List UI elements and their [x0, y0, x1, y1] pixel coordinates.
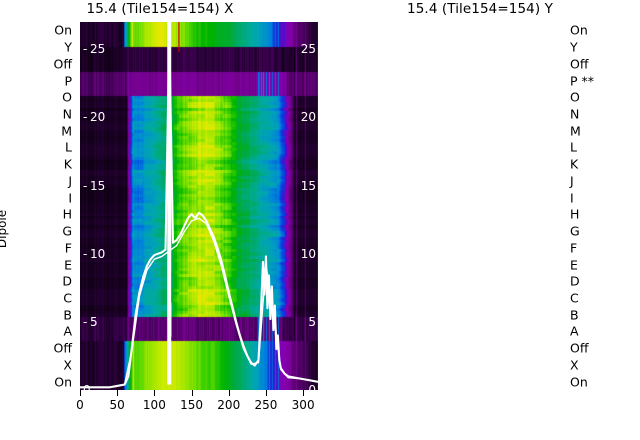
category-label-right-16[interactable]: C — [570, 290, 579, 306]
panel-y-title: 15.4 (Tile154=154) Y — [407, 1, 553, 17]
category-label-left-17[interactable]: B — [63, 307, 72, 323]
heatmap-image — [80, 22, 318, 390]
category-label-right-15[interactable]: D — [570, 273, 580, 289]
category-label-right-14[interactable]: E — [570, 257, 578, 273]
panel-y: 15.4 (Tile154=154) Y 00-55-1010-1515-202… — [320, 0, 640, 440]
amplitude-trace-secondary — [123, 217, 318, 385]
category-label-right-3[interactable]: P ** — [570, 73, 595, 89]
xtick-label-100: 100 — [142, 398, 166, 412]
category-label-right-13[interactable]: F — [570, 240, 578, 256]
category-label-left-18[interactable]: A — [63, 323, 72, 339]
category-label-left-20[interactable]: X — [63, 357, 72, 373]
category-label-right-0[interactable]: On — [570, 22, 588, 38]
inner-ytick-left-15: -15 — [83, 178, 106, 193]
xtick-label-200: 200 — [217, 398, 241, 412]
inner-ytick-right-25: 25 — [300, 42, 316, 57]
category-label-right-11[interactable]: H — [570, 206, 580, 222]
xtick-mark-200 — [228, 390, 230, 396]
category-label-right-7[interactable]: L — [570, 139, 577, 155]
inner-ytick-left-0: 0 — [83, 383, 91, 390]
category-label-left-12[interactable]: G — [62, 223, 72, 239]
inner-ytick-left-25: -25 — [83, 42, 106, 57]
category-label-left-13[interactable]: F — [64, 240, 72, 256]
category-axis-right: On Y Off P ** O N M L K J I H G F E D C B A Off X On — [562, 22, 640, 390]
category-label-right-1[interactable]: Y — [570, 39, 578, 55]
category-label-right-18[interactable]: A — [570, 323, 579, 339]
inner-ytick-right-20: 20 — [300, 110, 316, 125]
panel-x-xaxis: 0 50 100 150 200 250 300 — [76, 390, 318, 440]
panel-x-axes: 0 0 -5 5 -10 10 -15 15 -20 20 -25 25 — [80, 22, 318, 390]
category-label-left-3[interactable]: P — [64, 73, 72, 89]
inner-ytick-left-10: -10 — [83, 246, 106, 261]
category-label-left-10[interactable]: I — [68, 190, 72, 206]
xtick-mark-50 — [117, 390, 119, 396]
category-label-left-6[interactable]: M — [61, 123, 72, 139]
category-label-right-10[interactable]: I — [570, 190, 574, 206]
xtick-mark-150 — [191, 390, 193, 396]
category-label-right-6[interactable]: M — [570, 123, 581, 139]
category-label-left-9[interactable]: J — [68, 173, 72, 189]
category-label-left-0[interactable]: On — [54, 22, 72, 38]
xtick-label-300: 300 — [291, 398, 315, 412]
inner-ytick-right-10: 10 — [300, 246, 316, 261]
category-label-right-21[interactable]: On — [570, 374, 588, 390]
category-label-left-19[interactable]: Off — [53, 340, 72, 356]
inner-ytick-right-5: 5 — [308, 314, 316, 329]
category-label-left-1[interactable]: Y — [64, 39, 72, 55]
category-label-right-20[interactable]: X — [570, 357, 579, 373]
overlay-traces — [80, 22, 318, 389]
category-label-right-12[interactable]: G — [570, 223, 580, 239]
amplitude-trace — [80, 34, 318, 389]
category-label-left-5[interactable]: N — [62, 106, 72, 122]
xtick-mark-0 — [80, 390, 81, 396]
bright-column-marker — [167, 22, 172, 385]
category-label-left-11[interactable]: H — [62, 206, 72, 222]
inner-ytick-right-0: 0 — [308, 383, 316, 390]
category-label-right-19[interactable]: Off — [570, 340, 589, 356]
xtick-mark-250 — [265, 390, 267, 396]
xtick-label-0: 0 — [76, 398, 84, 412]
category-label-right-5[interactable]: N — [570, 106, 580, 122]
category-label-right-17[interactable]: B — [570, 307, 579, 323]
xtick-mark-300 — [303, 390, 305, 396]
category-label-left-21[interactable]: On — [54, 374, 72, 390]
category-label-left-16[interactable]: C — [63, 290, 72, 306]
inner-ytick-right-15: 15 — [300, 178, 316, 193]
category-label-left-8[interactable]: K — [63, 156, 72, 172]
category-label-left-14[interactable]: E — [64, 257, 72, 273]
xtick-label-150: 150 — [180, 398, 204, 412]
category-label-right-8[interactable]: K — [570, 156, 579, 172]
category-label-left-15[interactable]: D — [62, 273, 72, 289]
category-label-right-9[interactable]: J — [570, 173, 574, 189]
xtick-label-250: 250 — [254, 398, 278, 412]
inner-ytick-left-5: -5 — [83, 314, 98, 329]
panel-x: 15.4 (Tile154=154) X 0 0 -5 5 -10 10 -15 15 -20 2… — [76, 1, 318, 440]
xtick-mark-100 — [154, 390, 156, 396]
inner-ytick-left-20: -20 — [83, 110, 106, 125]
category-axis-left: Dipole On Y Off P O N M L K J I H G F E D C B A Off X On — [0, 22, 78, 390]
xtick-label-50: 50 — [109, 398, 125, 412]
category-label-left-4[interactable]: O — [62, 89, 72, 105]
category-label-right-4[interactable]: O — [570, 89, 580, 105]
panel-x-title: 15.4 (Tile154=154) X — [86, 1, 234, 17]
category-label-right-2[interactable]: Off — [570, 56, 589, 72]
category-label-left-7[interactable]: L — [65, 139, 72, 155]
category-label-left-2[interactable]: Off — [53, 56, 72, 72]
